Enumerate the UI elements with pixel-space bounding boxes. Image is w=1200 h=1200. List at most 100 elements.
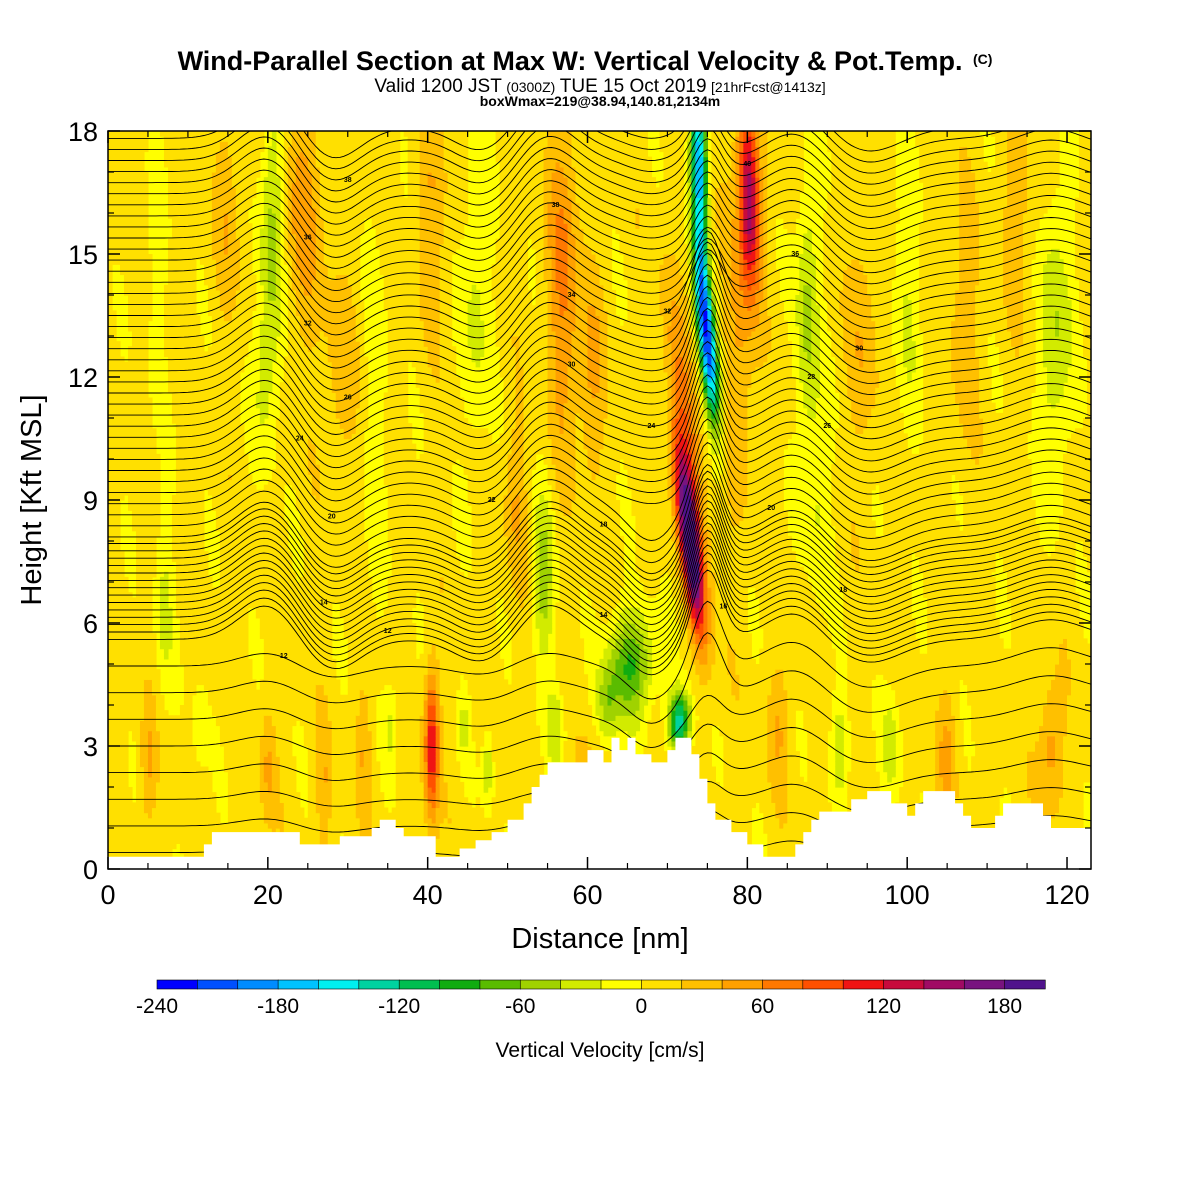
velocity-cell <box>219 177 225 183</box>
velocity-cell <box>219 228 225 235</box>
velocity-cell <box>211 664 217 670</box>
velocity-cell <box>112 315 117 322</box>
velocity-cell <box>127 699 133 706</box>
velocity-cell <box>235 740 241 747</box>
velocity-cell <box>191 254 197 260</box>
velocity-cell <box>259 412 265 419</box>
velocity-cell <box>139 187 145 194</box>
velocity-cell <box>115 833 121 839</box>
velocity-cell <box>191 341 197 347</box>
velocity-cell <box>219 561 225 568</box>
velocity-cell <box>143 505 149 511</box>
velocity-cell <box>223 561 229 568</box>
velocity-cell <box>267 612 273 619</box>
velocity-cell <box>239 320 245 327</box>
velocity-cell <box>271 141 277 147</box>
velocity-cell <box>223 428 229 434</box>
velocity-cell <box>139 248 145 255</box>
velocity-cell <box>191 684 197 691</box>
velocity-cell <box>115 443 121 450</box>
velocity-cell <box>112 438 117 445</box>
velocity-cell <box>115 633 121 639</box>
velocity-cell <box>175 197 181 204</box>
velocity-cell <box>112 720 117 727</box>
velocity-cell <box>239 300 245 306</box>
velocity-cell <box>191 248 197 255</box>
velocity-cell <box>199 853 205 860</box>
velocity-cell <box>127 289 133 296</box>
velocity-cell <box>127 479 133 486</box>
velocity-cell <box>263 505 269 511</box>
velocity-cell <box>219 156 225 163</box>
velocity-cell <box>243 797 249 803</box>
velocity-cell <box>227 792 233 798</box>
velocity-cell <box>143 172 149 178</box>
velocity-cell <box>203 551 209 557</box>
velocity-cell <box>223 459 229 465</box>
velocity-cell <box>207 377 213 383</box>
velocity-cell <box>143 228 149 235</box>
velocity-cell <box>179 746 185 752</box>
velocity-cell <box>251 812 257 819</box>
velocity-cell <box>271 566 277 573</box>
velocity-cell <box>195 781 201 788</box>
velocity-cell <box>108 474 113 481</box>
velocity-cell <box>271 699 277 706</box>
velocity-cell <box>119 705 125 711</box>
velocity-cell <box>171 387 177 393</box>
velocity-cell <box>227 254 233 260</box>
velocity-cell <box>219 669 225 675</box>
velocity-cell <box>239 238 245 245</box>
velocity-cell <box>195 177 201 183</box>
velocity-cell <box>143 407 149 414</box>
velocity-cell <box>215 397 221 404</box>
velocity-cell <box>123 602 129 609</box>
velocity-cell <box>171 207 177 214</box>
velocity-cell <box>135 197 141 204</box>
velocity-cell <box>231 776 237 783</box>
velocity-cell <box>175 756 181 762</box>
velocity-cell <box>239 638 245 645</box>
velocity-cell <box>195 438 201 445</box>
velocity-cell <box>259 623 265 629</box>
velocity-cell <box>123 740 129 747</box>
velocity-cell <box>227 735 233 742</box>
velocity-cell <box>239 617 245 624</box>
velocity-cell <box>139 566 145 573</box>
velocity-cell <box>119 259 125 265</box>
velocity-cell <box>227 259 233 265</box>
velocity-cell <box>251 684 257 691</box>
velocity-cell <box>183 653 189 660</box>
velocity-cell <box>151 817 157 824</box>
velocity-cell <box>263 812 269 819</box>
velocity-cell <box>119 628 125 634</box>
velocity-cell <box>275 776 281 783</box>
velocity-cell <box>127 361 133 368</box>
velocity-cell <box>259 546 265 552</box>
velocity-cell <box>275 648 281 655</box>
velocity-cell <box>271 561 277 568</box>
velocity-cell <box>112 853 117 860</box>
velocity-cell <box>259 735 265 742</box>
velocity-cell <box>119 197 125 204</box>
velocity-cell <box>275 192 281 199</box>
velocity-cell <box>251 151 257 158</box>
velocity-cell <box>139 479 145 486</box>
velocity-cell <box>263 802 269 809</box>
velocity-cell <box>271 674 277 680</box>
velocity-cell <box>267 720 273 727</box>
velocity-cell <box>131 828 137 834</box>
velocity-cell <box>199 633 205 639</box>
velocity-cell <box>223 623 229 629</box>
velocity-cell <box>199 525 205 532</box>
velocity-cell <box>243 182 249 188</box>
velocity-cell <box>243 669 249 675</box>
velocity-cell <box>275 213 281 219</box>
velocity-cell <box>223 648 229 655</box>
velocity-cell <box>171 305 177 311</box>
velocity-cell <box>203 197 209 204</box>
velocity-cell <box>231 279 237 286</box>
velocity-cell <box>127 228 133 235</box>
velocity-cell <box>239 187 245 194</box>
velocity-cell <box>183 853 189 860</box>
